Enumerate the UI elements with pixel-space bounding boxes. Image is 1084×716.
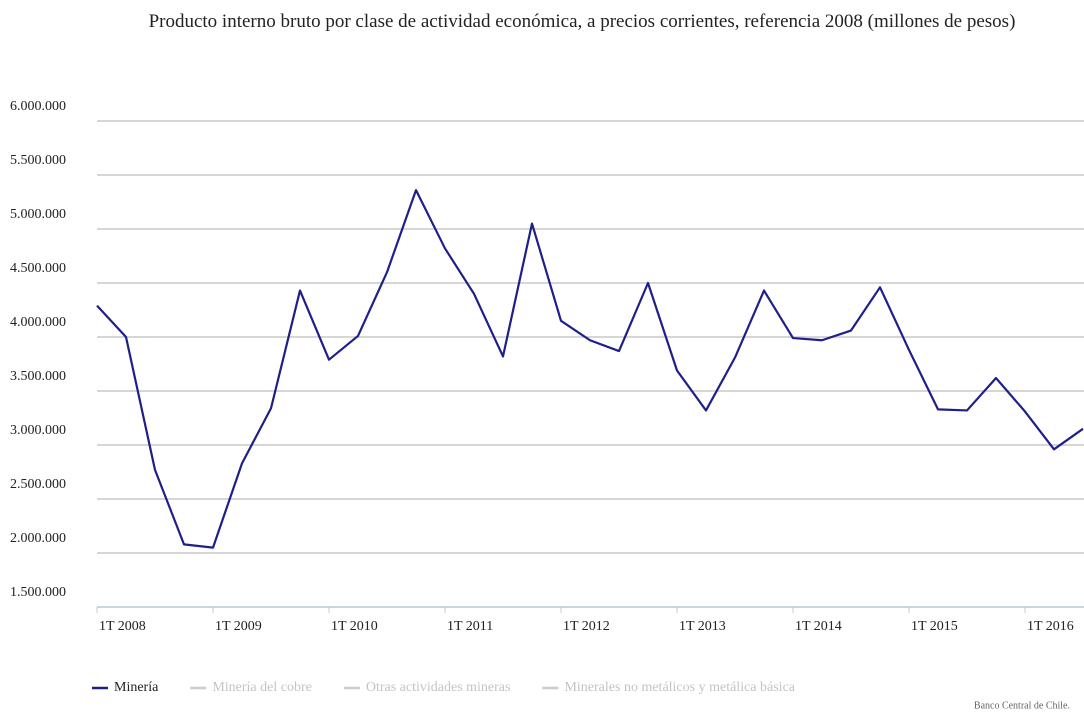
source: Banco Central de Chile. [974, 700, 1070, 711]
legend-label: Minería [114, 680, 159, 695]
y-tick-label: 4.000.000 [10, 315, 66, 330]
x-tick-label: 1T 2011 [447, 619, 493, 634]
y-tick-label: 6.000.000 [10, 99, 66, 114]
y-tick-label: 5.000.000 [10, 207, 66, 222]
x-tick-label: 1T 2012 [563, 619, 610, 634]
y-tick-label: 3.500.000 [10, 369, 66, 384]
y-tick-label: 1.500.000 [10, 585, 66, 600]
x-tick-label: 1T 2008 [99, 619, 146, 634]
y-tick-label: 2.000.000 [10, 531, 66, 546]
legend-label: Minería del cobre [212, 680, 312, 695]
y-tick-label: 4.500.000 [10, 261, 66, 276]
data-line [96, 189, 1084, 549]
y-tick-label: 2.500.000 [10, 477, 66, 492]
x-tick-label: 1T 2016 [1027, 619, 1074, 634]
legend-label: Minerales no metálicos y metálica básica [564, 680, 795, 695]
x-tick-label: 1T 2013 [679, 619, 726, 634]
x-tick-label: 1T 2009 [215, 619, 262, 634]
y-tick-label: 5.500.000 [10, 153, 66, 168]
chart-title: Producto interno bruto por clase de acti… [148, 11, 1016, 32]
legend-label: Otras actividades mineras [366, 680, 511, 695]
x-tick-label: 1T 2014 [795, 619, 842, 634]
x-tick-label: 1T 2010 [331, 619, 378, 634]
x-tick-label: 1T 2015 [911, 619, 958, 634]
y-tick-label: 3.000.000 [10, 423, 66, 438]
